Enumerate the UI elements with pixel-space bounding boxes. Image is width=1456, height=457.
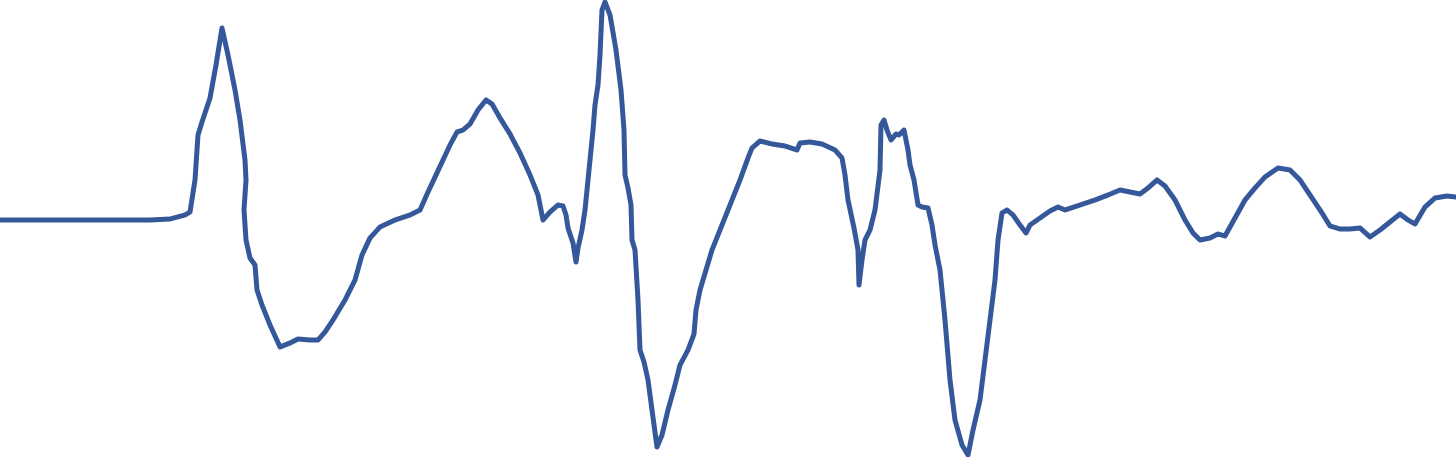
chart (0, 0, 1456, 457)
page: {"chart_data": {"type": "line", "x": [0,… (0, 0, 1456, 457)
signal-line (0, 0, 1456, 457)
